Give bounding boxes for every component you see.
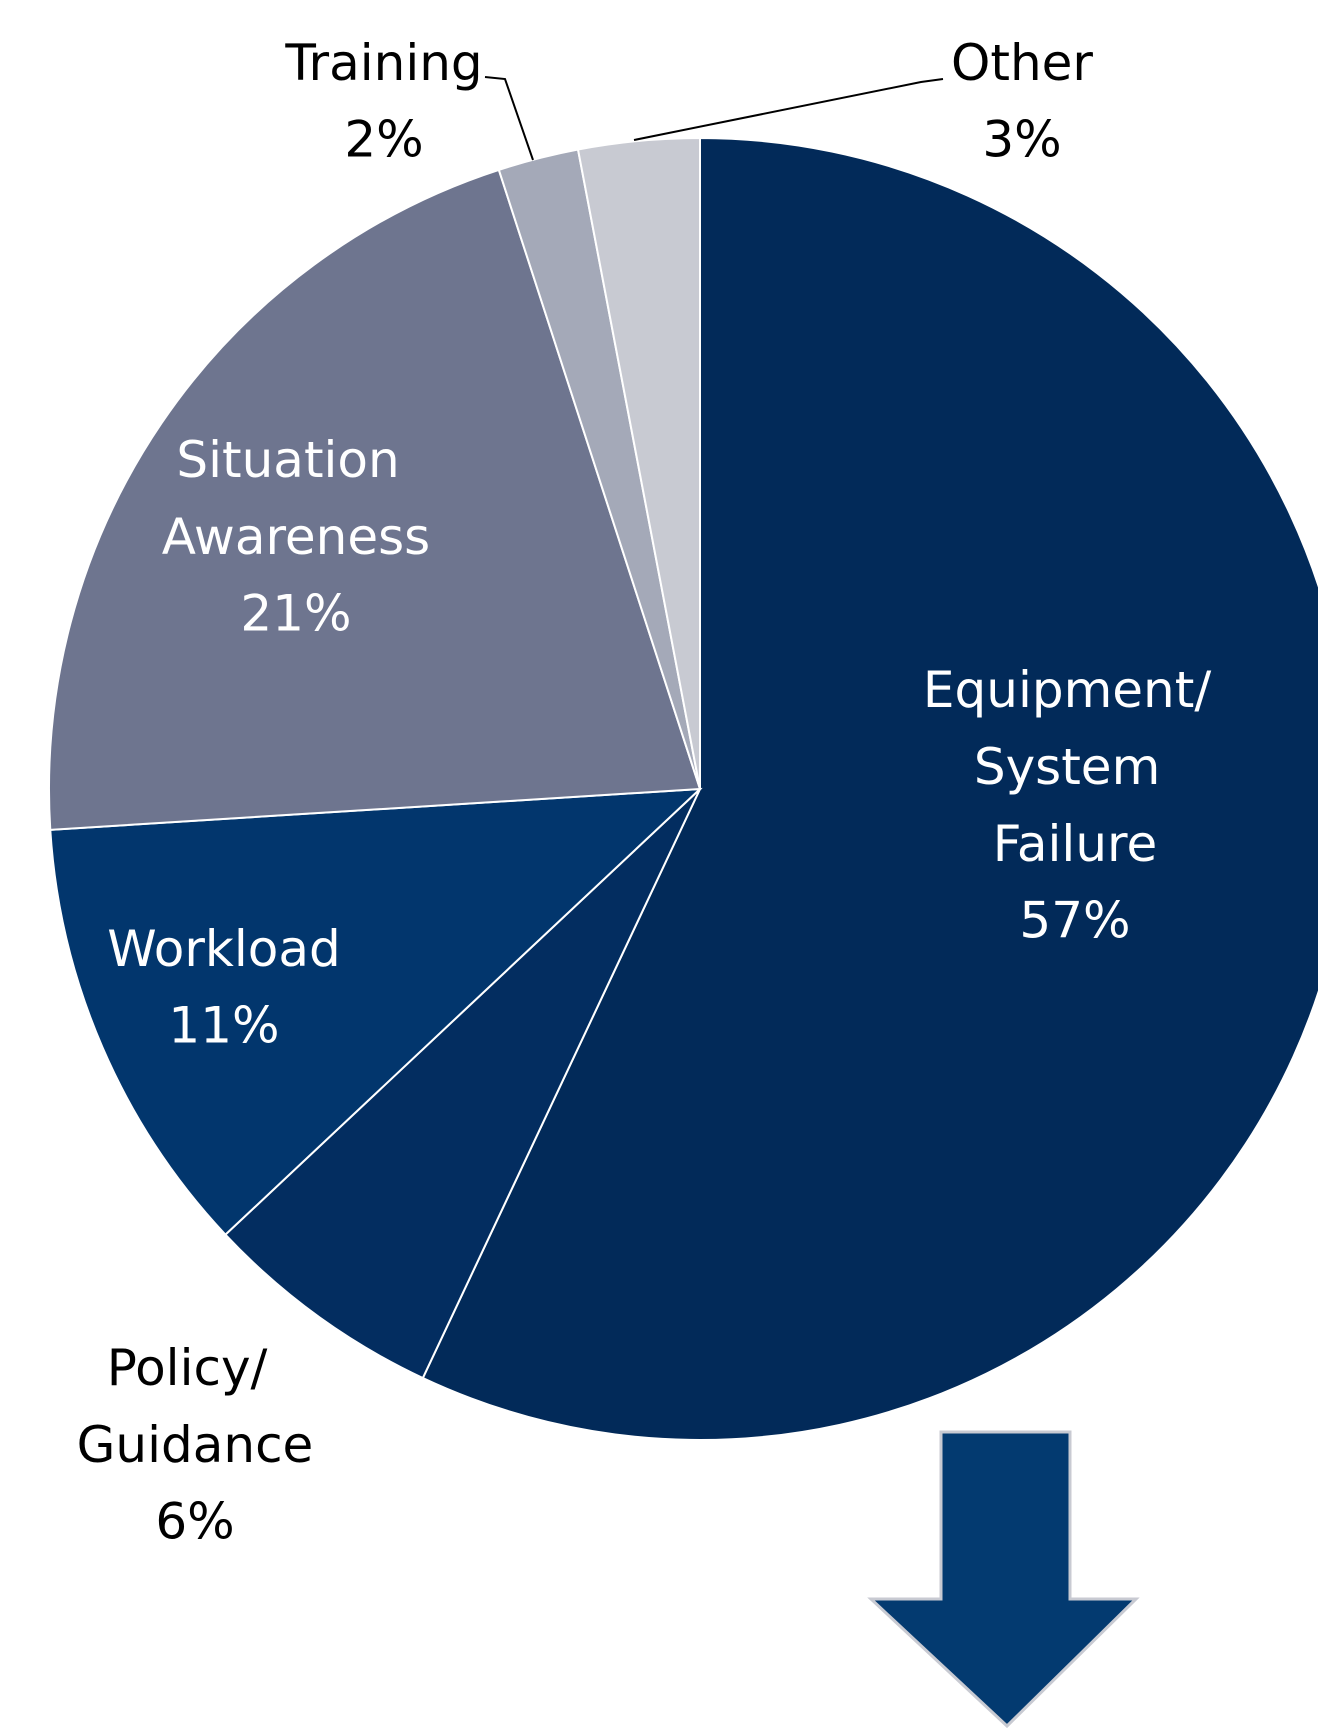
label-line: Awareness — [162, 508, 430, 566]
slice-label: Training — [284, 34, 482, 92]
label-line: Policy/ — [107, 1339, 284, 1397]
label-line: Workload — [107, 920, 340, 978]
value-label: 6% — [155, 1493, 234, 1551]
value-label: 3% — [982, 111, 1061, 169]
slice-label: Workload — [107, 920, 340, 978]
down-arrow — [867, 1430, 1140, 1729]
label-line: Other — [951, 34, 1093, 92]
label-line: Situation — [176, 431, 415, 489]
pie-slice — [49, 787, 703, 1237]
leader-line — [484, 76, 534, 161]
value-label: 11% — [168, 997, 279, 1055]
pie-slice — [576, 136, 701, 790]
value-label: 21% — [240, 585, 351, 643]
pie-slice — [48, 168, 702, 831]
slice-label: Policy/ Guidance — [77, 1339, 314, 1474]
slice-label: Other — [951, 34, 1093, 92]
value-label: 57% — [1019, 892, 1130, 950]
label-line: Training — [284, 34, 482, 92]
label-line: System — [974, 738, 1176, 796]
pie-slice — [421, 136, 1318, 1441]
label-line: Equipment/ — [923, 661, 1227, 719]
label-line: Guidance — [77, 1416, 314, 1474]
label-line: Failure — [993, 815, 1158, 873]
slice-label: Equipment/ System Failure — [923, 661, 1227, 873]
leader-lines — [484, 76, 944, 161]
pie-slice — [224, 788, 701, 1380]
pie — [48, 136, 1318, 1441]
value-label: 2% — [344, 111, 423, 169]
arrow-shape — [867, 1430, 1140, 1729]
slice-label: Situation Awareness — [162, 431, 430, 566]
leader-line — [633, 78, 944, 141]
